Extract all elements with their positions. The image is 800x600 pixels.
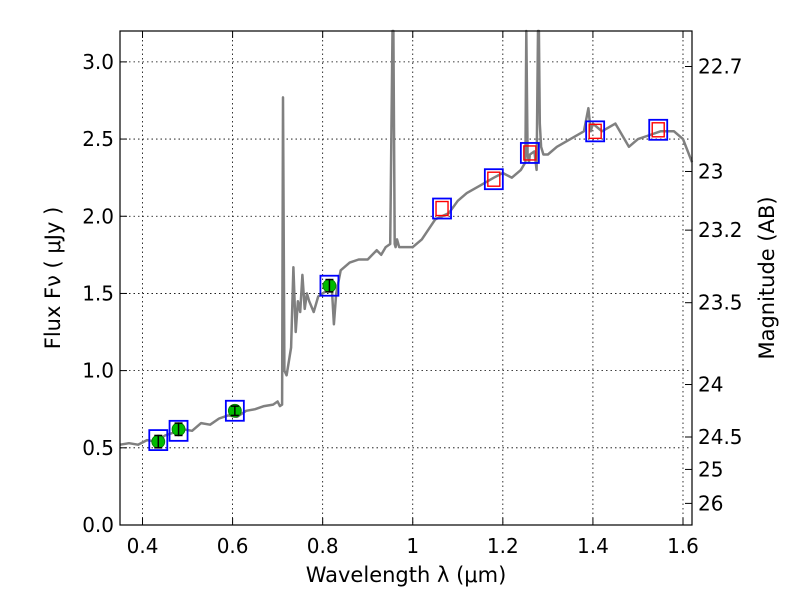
y2-axis-title: Magnitude (AB): [755, 196, 779, 359]
upper-limit-square: [588, 123, 602, 140]
x-tick-label: 0.8: [307, 534, 339, 558]
y2-tick-label: 24: [698, 373, 723, 397]
x-tick-label: 0.6: [217, 534, 249, 558]
x-tick-label: 1: [406, 534, 419, 558]
photometry-markers: [148, 118, 669, 451]
upper-limit-square: [487, 171, 501, 187]
x-tick-label: 1.4: [577, 534, 609, 558]
y2-tick-label: 23.5: [698, 291, 743, 315]
y2-tick-label: 25: [698, 457, 723, 481]
x-tick-label: 1.6: [667, 534, 699, 558]
y2-tick-label: 24.5: [698, 425, 743, 449]
model-spectrum: [119, 29, 694, 446]
spectrum-line: [119, 29, 694, 446]
y-tick-label: 0.0: [82, 513, 114, 537]
model-photometry-square: [585, 120, 606, 143]
x-tick-label: 1.2: [487, 534, 519, 558]
y2-tick-label: 22.7: [698, 55, 743, 79]
upper-limit-square: [651, 122, 665, 138]
x-axis-title: Wavelength λ (μm): [306, 563, 507, 587]
model-photometry-square: [648, 118, 669, 141]
model-photometry-square: [432, 197, 452, 220]
axis-ticks: 0.4 0.6 0.8 1 1.2 1.4 1.6 0.0 0.5 1.0 1.5 2.0 2.5 3.0…: [82, 31, 743, 558]
y-tick-label: 3.0: [82, 50, 114, 74]
y-tick-label: 1.5: [82, 281, 114, 305]
model-photometry-square: [224, 399, 245, 422]
y-tick-label: 0.5: [82, 436, 114, 460]
model-photometry-square: [483, 168, 504, 191]
upper-limit-square: [523, 145, 537, 161]
y-axis-title: Flux Fν ( μJy ): [41, 207, 65, 350]
y-tick-label: 1.0: [82, 359, 114, 383]
y-tick-label: 2.0: [82, 204, 114, 228]
model-photometry-square: [168, 419, 189, 442]
y-tick-label: 2.5: [82, 127, 114, 151]
model-photometry-square: [148, 429, 169, 451]
y2-tick-label: 26: [698, 491, 723, 515]
y2-tick-label: 23.2: [698, 218, 743, 242]
x-tick-label: 0.4: [127, 534, 159, 558]
plot-frame: [119, 30, 693, 526]
model-photometry-square: [519, 142, 540, 164]
y2-tick-label: 23: [698, 159, 723, 183]
upper-limit-square: [435, 200, 449, 217]
model-photometry-square: [319, 274, 340, 297]
